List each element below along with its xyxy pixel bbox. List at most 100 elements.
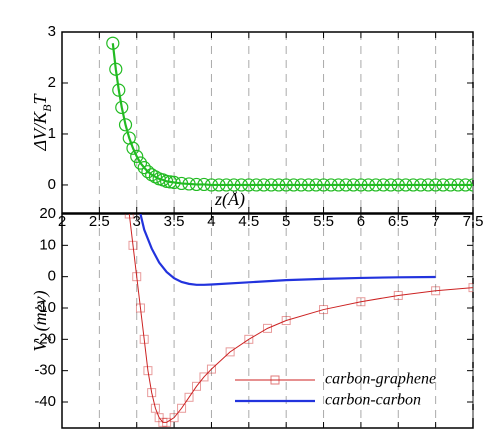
y-axis-label-part: T: [30, 93, 50, 105]
marker: [376, 178, 390, 192]
marker: [369, 178, 383, 192]
marker: [154, 413, 164, 423]
marker: [139, 334, 149, 344]
marker: [468, 283, 473, 293]
marker: [147, 388, 157, 398]
y-tick-label: 20: [39, 205, 56, 222]
marker: [225, 347, 235, 357]
marker: [324, 178, 338, 192]
marker: [399, 178, 413, 192]
marker: [182, 177, 196, 191]
marker: [249, 178, 263, 192]
marker: [158, 417, 168, 427]
marker: [177, 403, 187, 413]
marker: [391, 178, 405, 192]
marker: [197, 177, 211, 192]
marker: [436, 178, 450, 192]
y-axis-label-part: (mev): [30, 290, 51, 335]
y-axis-label-part: z: [40, 336, 54, 342]
marker: [458, 178, 473, 192]
marker: [124, 214, 134, 219]
y-tick-label: -10: [34, 299, 56, 316]
legend-label: carbon-graphene: [325, 371, 436, 388]
marker: [106, 36, 120, 50]
marker: [219, 178, 233, 192]
marker: [414, 178, 428, 192]
marker: [339, 178, 353, 192]
marker: [199, 372, 209, 382]
marker: [346, 178, 361, 192]
marker: [319, 305, 329, 315]
marker: [406, 178, 420, 192]
y-tick-label: 10: [39, 236, 56, 253]
marker: [189, 177, 204, 192]
series-line: [128, 214, 473, 423]
marker: [184, 392, 194, 402]
marker: [294, 178, 308, 192]
marker: [169, 413, 179, 423]
marker: [361, 178, 375, 192]
marker: [150, 403, 160, 413]
marker: [429, 178, 443, 192]
marker: [112, 83, 126, 97]
series-line: [111, 43, 473, 187]
marker: [192, 381, 202, 391]
marker: [242, 178, 256, 192]
marker: [316, 178, 331, 192]
y-tick-label: -20: [34, 330, 56, 347]
marker: [279, 178, 293, 192]
marker: [451, 178, 465, 192]
marker: [384, 178, 398, 192]
marker: [133, 156, 148, 170]
marker: [309, 178, 323, 192]
marker: [421, 178, 435, 192]
marker: [132, 272, 142, 282]
plot-area: [124, 214, 473, 427]
marker: [115, 100, 129, 115]
marker: [174, 176, 189, 191]
legend-label: carbon-carbon: [325, 392, 421, 409]
marker: [287, 178, 301, 192]
marker: [263, 323, 272, 333]
y-axis-label-part: V: [30, 339, 50, 352]
y-axis-label: ΔV/KBT: [30, 93, 54, 152]
marker: [160, 174, 174, 188]
y-tick-label: 0: [48, 268, 56, 285]
y-axis-label-part: B: [40, 104, 54, 112]
marker: [234, 178, 248, 192]
marker: [431, 286, 441, 296]
marker: [137, 161, 151, 175]
marker: [206, 364, 216, 374]
y-tick-label: -40: [34, 393, 56, 410]
y-tick-label: 3: [48, 23, 56, 40]
plot-area: [106, 36, 473, 192]
marker: [393, 290, 403, 300]
marker: [212, 178, 226, 192]
marker: [244, 334, 254, 344]
marker: [281, 316, 291, 326]
marker: [143, 366, 153, 376]
marker: [466, 178, 473, 192]
marker: [257, 178, 271, 192]
plot-frame: [61, 213, 474, 429]
series-line: [139, 214, 436, 286]
marker: [354, 178, 368, 192]
y-tick-label: 0: [48, 176, 56, 193]
y-tick-label: -30: [34, 362, 56, 379]
marker: [227, 178, 241, 192]
marker: [135, 303, 145, 313]
y-tick-label: 2: [48, 74, 56, 91]
y-axis-label: Vz (mev): [30, 290, 54, 351]
marker: [128, 240, 138, 250]
marker: [302, 178, 316, 192]
marker: [331, 178, 346, 192]
marker: [118, 118, 133, 132]
x-axis-label: z(Å): [214, 189, 245, 210]
marker: [141, 165, 155, 179]
y-tick-label: 1: [48, 125, 56, 142]
marker: [167, 175, 181, 190]
marker: [126, 141, 140, 155]
marker: [109, 62, 123, 76]
marker: [204, 178, 219, 192]
